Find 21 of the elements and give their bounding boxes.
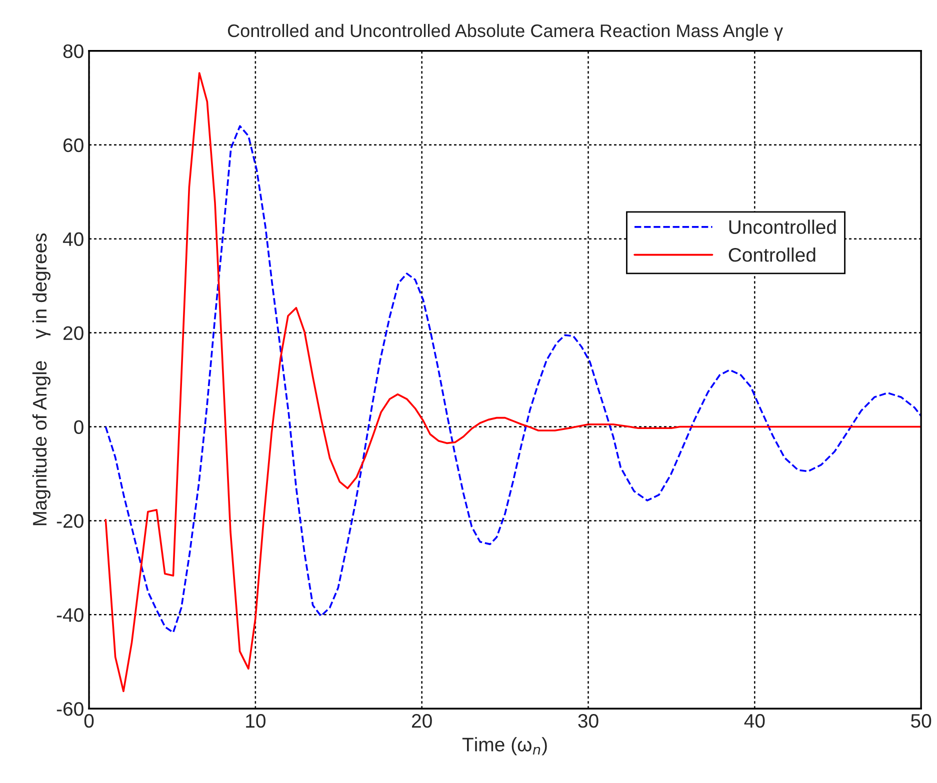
x-tick-label: 10 [246, 714, 266, 728]
x-tick-label: 50 [911, 714, 932, 728]
y-tick-label: -60 [56, 702, 84, 716]
line-series [104, 72, 922, 692]
y-tick-label: 40 [62, 232, 84, 246]
x-tick-label: 0 [84, 714, 94, 728]
y-tick-label: 60 [64, 138, 84, 152]
line-series [104, 125, 922, 634]
x-axis-title: Time (ω$_{n}$) [462, 737, 547, 756]
y-tick-label: -20 [56, 514, 84, 528]
chart-title: Controlled and Uncontrolled Absolute Camera Reaction Mass Angle γ [228, 24, 784, 41]
y-tick-label: 80 [63, 44, 84, 58]
y-tick-label: -40 [56, 608, 84, 622]
legend-label: Controlled [728, 248, 816, 262]
y-axis-title: Magnitude of Angle γ in degrees [32, 233, 50, 526]
x-tick-label: 30 [578, 714, 598, 728]
x-tick-label: 20 [412, 714, 432, 728]
y-tick-label: 0 [74, 420, 84, 434]
legend-label: Uncontrolled [729, 220, 836, 234]
x-tick-label: 40 [744, 714, 765, 728]
y-tick-label: 20 [64, 326, 84, 340]
